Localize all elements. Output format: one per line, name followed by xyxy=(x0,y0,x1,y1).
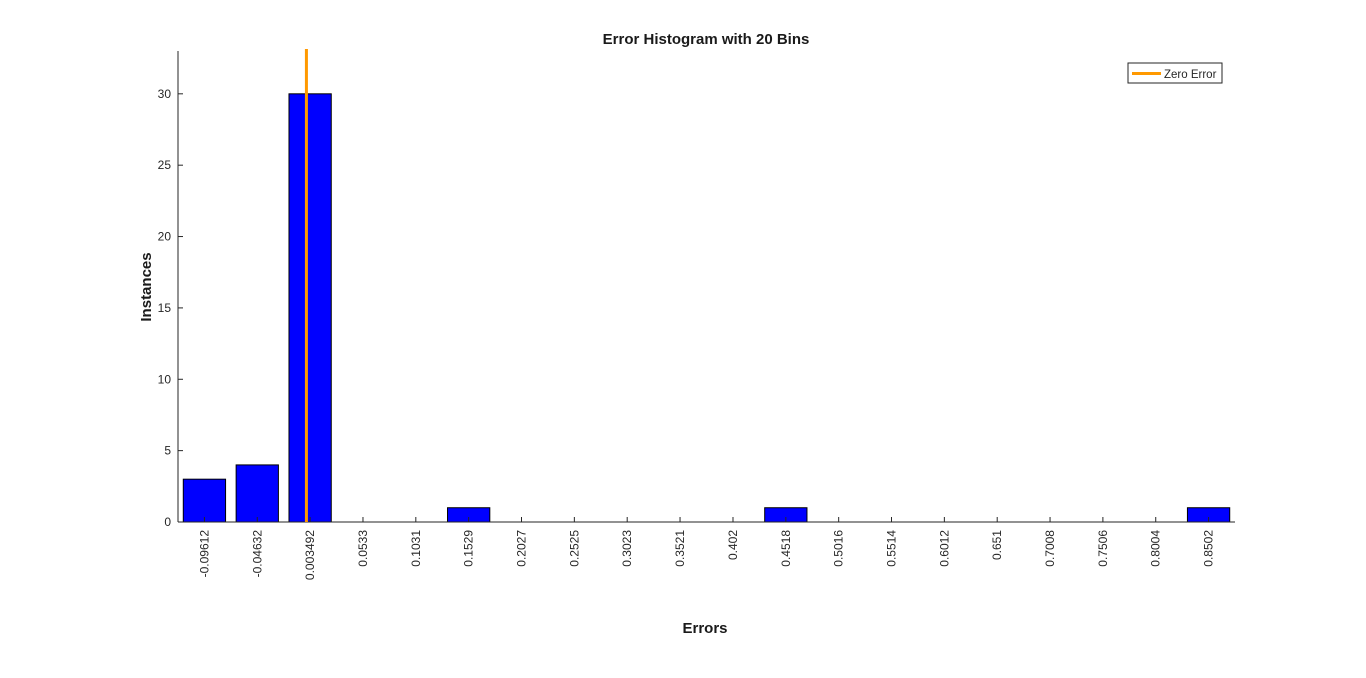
y-ticks: 0 5 10 15 20 25 30 xyxy=(158,87,183,529)
y-tick-label-10: 10 xyxy=(158,372,172,386)
x-tick-label-4: 0.1031 xyxy=(409,530,423,567)
axes xyxy=(177,51,1235,523)
legend-label-zero-error: Zero Error xyxy=(1164,69,1217,81)
x-tick-label-15: 0.651 xyxy=(990,530,1004,560)
x-axis-label: Errors xyxy=(682,620,727,637)
y-tick-label-25: 25 xyxy=(158,158,172,172)
chart-title: Error Histogram with 20 Bins xyxy=(603,31,810,48)
x-tick-label-13: 0.5514 xyxy=(885,530,899,567)
legend: Zero Error xyxy=(1127,62,1223,84)
x-tick-label-9: 0.3521 xyxy=(673,530,687,567)
x-tick-label-1: -0.04632 xyxy=(250,530,264,578)
x-tick-label-16: 0.7008 xyxy=(1043,530,1057,567)
bar-0 xyxy=(182,478,227,523)
y-tick-label-5: 5 xyxy=(164,444,171,458)
y-tick-label-20: 20 xyxy=(158,230,172,244)
bar-series xyxy=(182,93,1231,523)
x-tick-label-17: 0.7506 xyxy=(1096,530,1110,567)
y-tick-label-30: 30 xyxy=(158,87,172,101)
legend-box xyxy=(1127,62,1223,84)
x-tick-label-18: 0.8004 xyxy=(1149,530,1163,567)
x-tick-label-11: 0.4518 xyxy=(779,530,793,567)
y-tick-label-0: 0 xyxy=(164,515,171,529)
x-tick-label-7: 0.2525 xyxy=(567,530,581,567)
x-tick-label-12: 0.5016 xyxy=(832,530,846,567)
x-ticks: -0.09612 -0.04632 0.003492 0.0533 0.1031 0.15… xyxy=(197,517,1216,580)
x-tick-label-2: 0.003492 xyxy=(303,530,317,580)
y-axis-label: Instances xyxy=(138,252,155,321)
x-tick-label-6: 0.2027 xyxy=(515,530,529,567)
bar-1 xyxy=(235,464,279,523)
x-tick-label-5: 0.1529 xyxy=(462,530,476,567)
bar-2 xyxy=(288,93,332,523)
y-tick-label-15: 15 xyxy=(158,301,172,315)
x-tick-label-0: -0.09612 xyxy=(197,530,211,578)
x-tick-label-14: 0.6012 xyxy=(937,530,951,567)
x-tick-label-19: 0.8502 xyxy=(1202,530,1216,567)
x-tick-label-8: 0.3023 xyxy=(620,530,634,567)
x-tick-label-10: 0.402 xyxy=(726,530,740,560)
x-tick-label-3: 0.0533 xyxy=(356,530,370,567)
